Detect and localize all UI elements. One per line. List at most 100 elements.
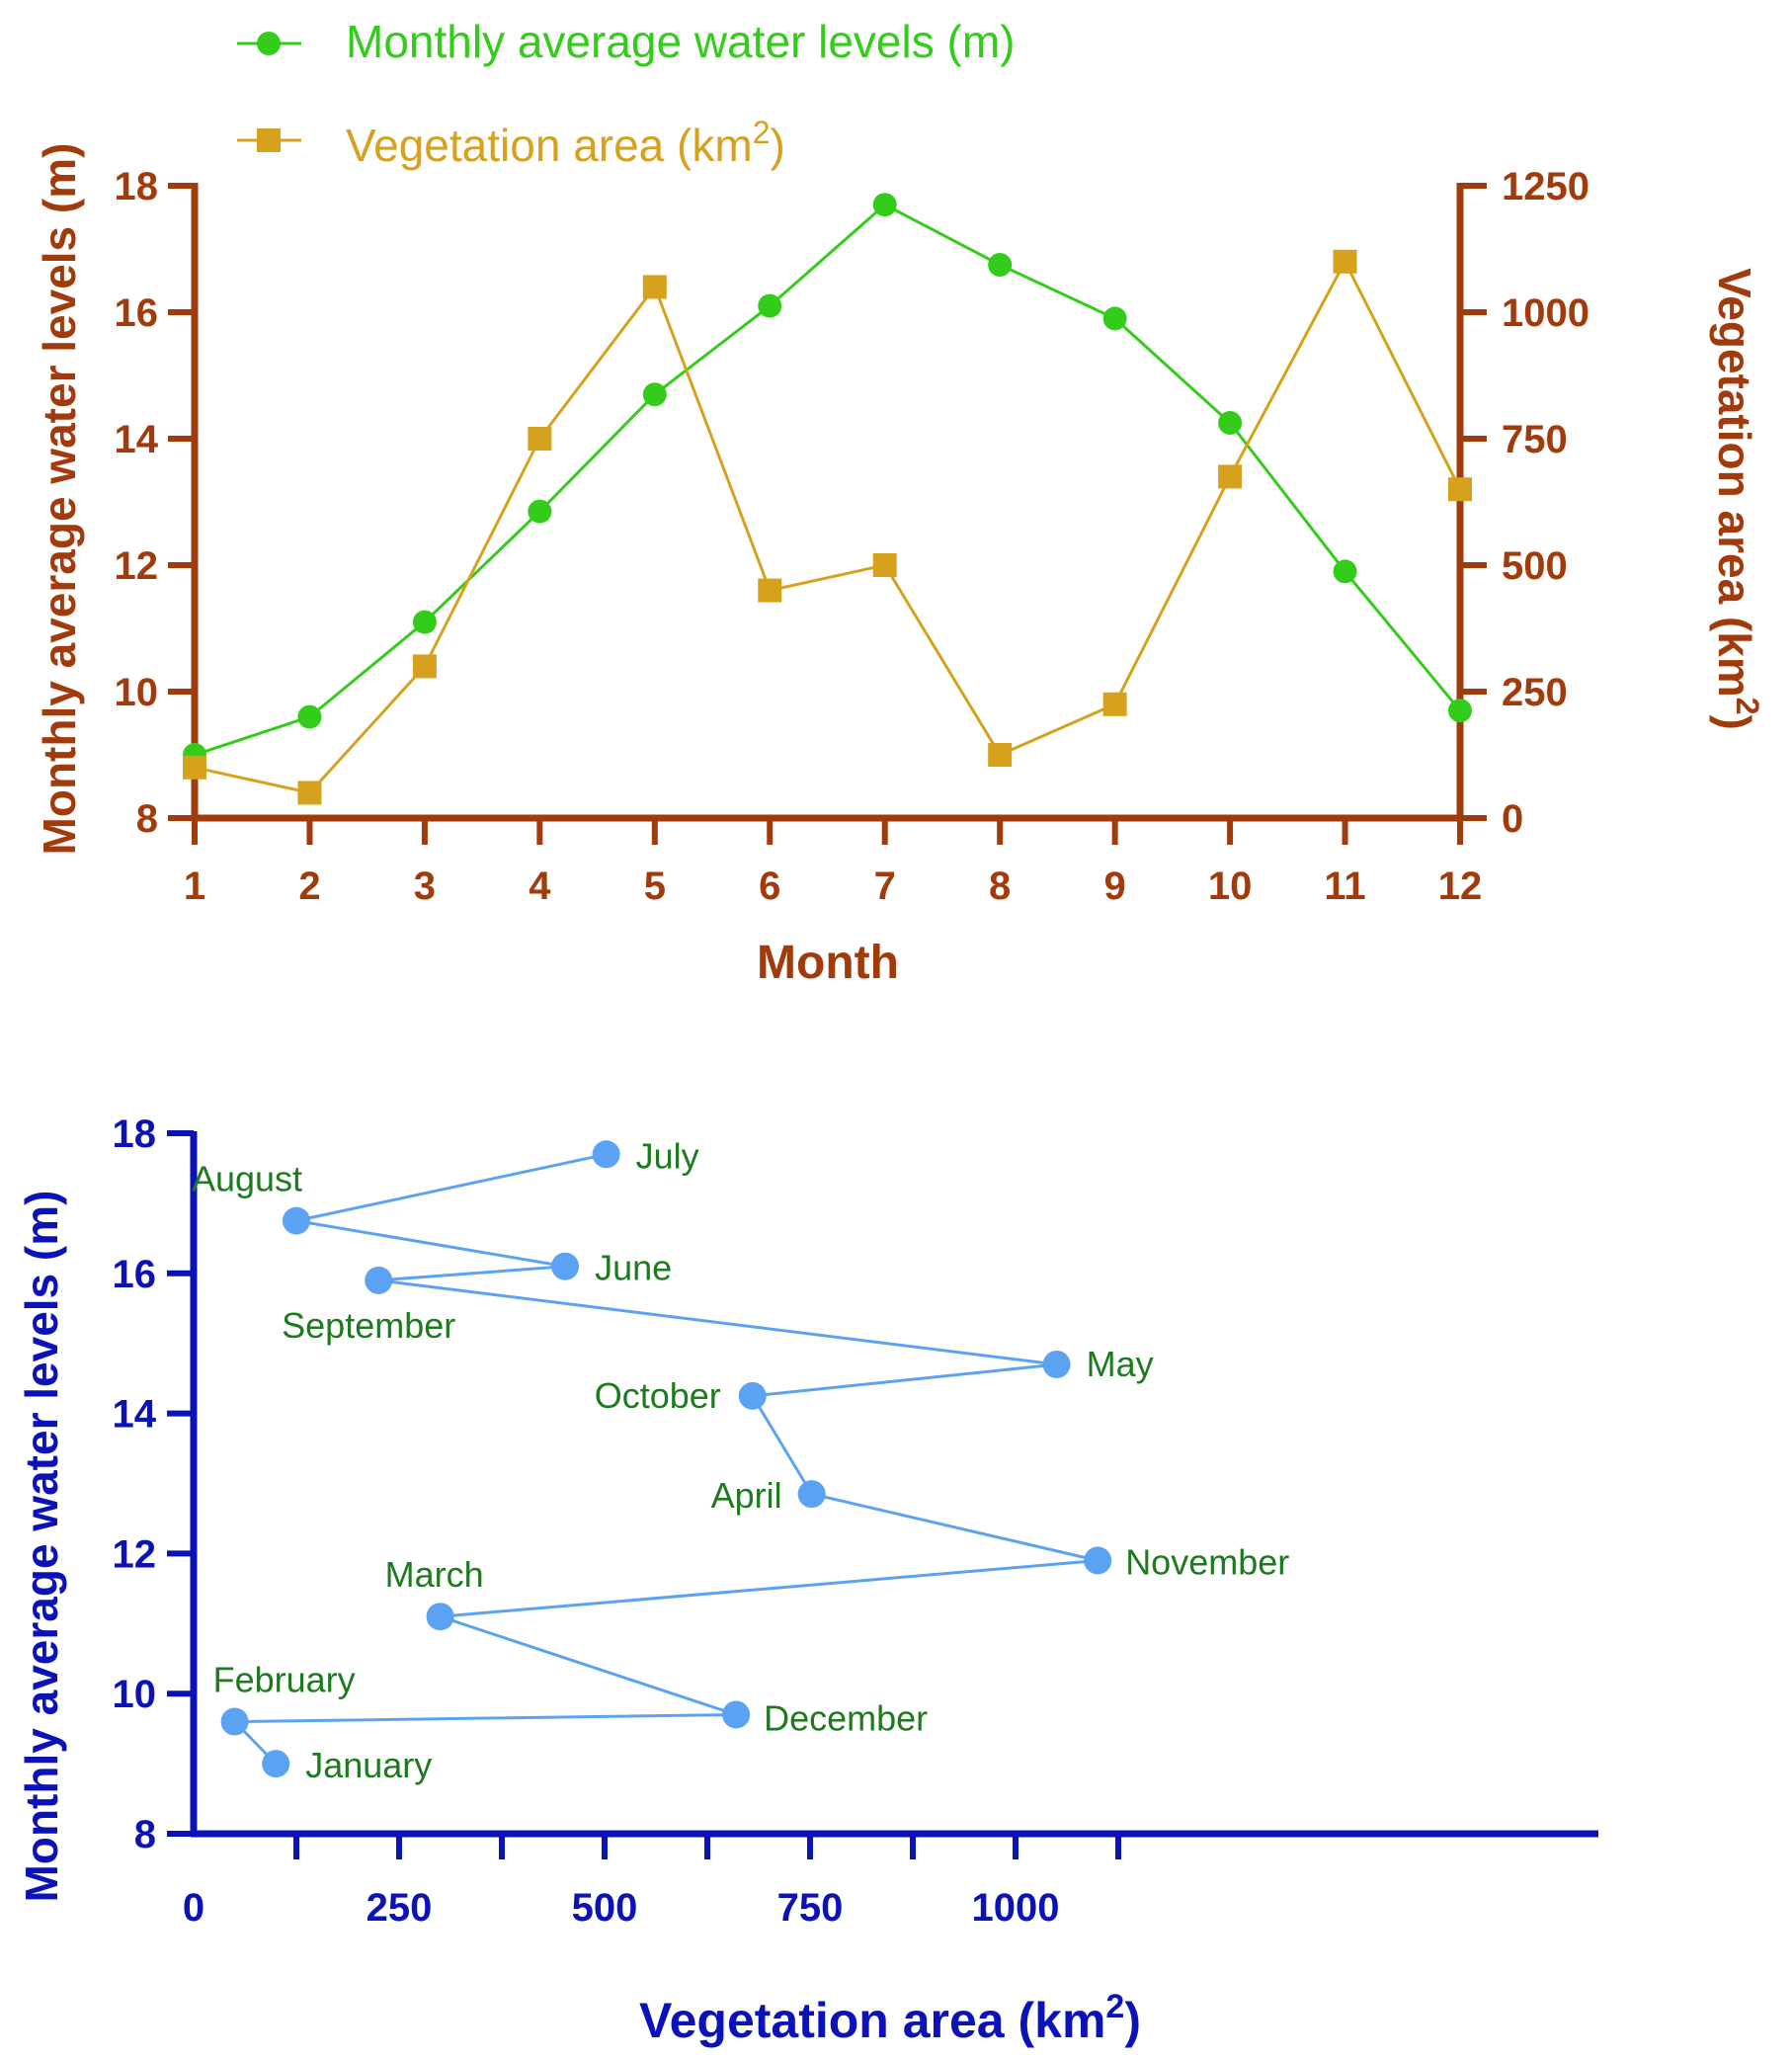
x-axis-title: Month [757,937,899,989]
line-chart: Monthly average water levels (m) Vegetat… [34,16,1765,989]
bottom-axis-ticks: 0 250 500 750 1000 8 10 12 14 16 18 [113,1112,1121,1930]
point-august [283,1206,310,1235]
right-y-tick-label: 0 [1502,797,1523,841]
water-level-point [988,253,1013,277]
water-level-point [1448,699,1472,723]
vegetation-area-point [1333,249,1357,274]
point-january [262,1750,290,1778]
bottom-y-tick-label: 8 [134,1813,156,1856]
point-label-august: August [192,1159,302,1199]
water-level-point [1218,411,1243,435]
x-tick-label: 3 [414,865,436,908]
water-level-point [758,293,782,318]
point-september [365,1266,393,1294]
point-label-june: June [595,1248,672,1288]
water-level-point [1102,306,1127,331]
vegetation-area-point [183,755,206,780]
bottom-x-tick-label: 750 [777,1886,844,1930]
point-october [738,1381,767,1410]
left-y-tick-label: 16 [115,291,159,335]
bottom-x-tick-label: 1000 [972,1886,1060,1930]
vegetation-area-point [412,654,437,679]
left-y-tick-label: 14 [115,418,159,461]
x-tick-label: 4 [529,865,551,908]
x-tick-label: 6 [759,865,780,908]
right-y-tick-label: 500 [1502,544,1568,588]
water-level-line [194,203,1462,757]
x-tick-label: 2 [298,865,320,908]
left-y-tick-label: 18 [115,165,159,208]
x-tick-label: 9 [1104,865,1126,908]
left-y-tick-label: 8 [136,797,158,841]
vegetation-area-point [528,427,552,451]
scatter-chart: 0 250 500 750 1000 8 10 12 14 16 18 Monthly averag… [16,1112,1598,2048]
water-level-point [1333,559,1357,584]
right-y-axis-title: Vegetation area (km2) [1709,268,1765,730]
right-y-tick-label: 1000 [1502,291,1589,335]
point-label-july: July [636,1135,699,1176]
water-level-point [872,193,897,217]
bottom-x-tick-label: 250 [367,1886,433,1930]
x-tick-label: 11 [1324,865,1365,908]
point-label-october: October [595,1375,721,1416]
x-tick-label: 1 [184,865,205,908]
point-label-september: September [282,1305,455,1346]
bottom-y-tick-label: 14 [113,1393,157,1437]
point-label-april: April [711,1475,782,1516]
x-tick-label: 5 [644,865,666,908]
vegetation-area-line [194,258,1462,795]
vegetation-area-point [1102,692,1127,716]
point-december [722,1700,751,1729]
line-series [183,193,1472,805]
bottom-y-axis-title: Monthly average water levels (m) [16,1191,67,1903]
point-february [220,1707,249,1736]
point-label-december: December [764,1697,928,1738]
trajectory-line [231,1152,1099,1766]
right-y-tick-label: 250 [1502,671,1568,714]
left-y-tick-label: 12 [115,544,159,588]
x-tick-label: 7 [874,865,896,908]
vegetation-area-point [1448,477,1472,502]
point-june [551,1252,580,1280]
bottom-x-tick-label: 0 [183,1886,204,1930]
left-y-tick-label: 10 [115,671,159,714]
point-july [592,1140,620,1169]
point-november [1084,1546,1112,1575]
point-march [426,1603,454,1631]
vegetation-area-point [758,578,782,603]
legend-marker-water [257,32,281,55]
legend: Monthly average water levels (m) Vegetat… [237,16,1015,171]
bottom-x-tick-label: 500 [572,1886,638,1930]
left-y-axis-title: Monthly average water levels (m) [34,143,85,856]
point-may [1042,1350,1071,1378]
vegetation-area-point [988,743,1013,767]
scatter-series: January February December March November Apri… [192,1135,1289,1785]
water-level-point [412,610,437,634]
x-tick-label: 10 [1208,865,1253,908]
bottom-y-tick-label: 12 [113,1532,157,1576]
top-axis-ticks: 1 2 3 4 5 6 7 8 9 10 11 128101214161802505007501000… [115,165,1589,908]
legend-label-water: Monthly average water levels (m) [346,16,1015,67]
bottom-y-tick-label: 16 [113,1253,157,1296]
water-level-point [528,499,552,524]
legend-marker-vegetation [257,128,281,152]
point-label-january: January [305,1745,432,1785]
point-label-february: February [213,1660,356,1700]
bottom-x-axis-title: Vegetation area (km2) [639,1988,1141,2048]
point-label-march: March [385,1554,484,1595]
vegetation-area-point [642,275,667,299]
point-april [797,1480,826,1509]
vegetation-area-point [1218,464,1243,489]
legend-label-vegetation: Vegetation area (km2) [346,115,785,171]
point-label-may: May [1087,1344,1154,1384]
point-label-november: November [1125,1541,1289,1582]
x-tick-label: 12 [1438,865,1483,908]
vegetation-area-point [872,553,897,577]
water-level-point [642,382,667,407]
vegetation-area-point [297,781,322,805]
bottom-y-tick-label: 10 [113,1673,157,1716]
bottom-y-tick-label: 18 [113,1112,157,1156]
x-tick-label: 8 [989,865,1011,908]
